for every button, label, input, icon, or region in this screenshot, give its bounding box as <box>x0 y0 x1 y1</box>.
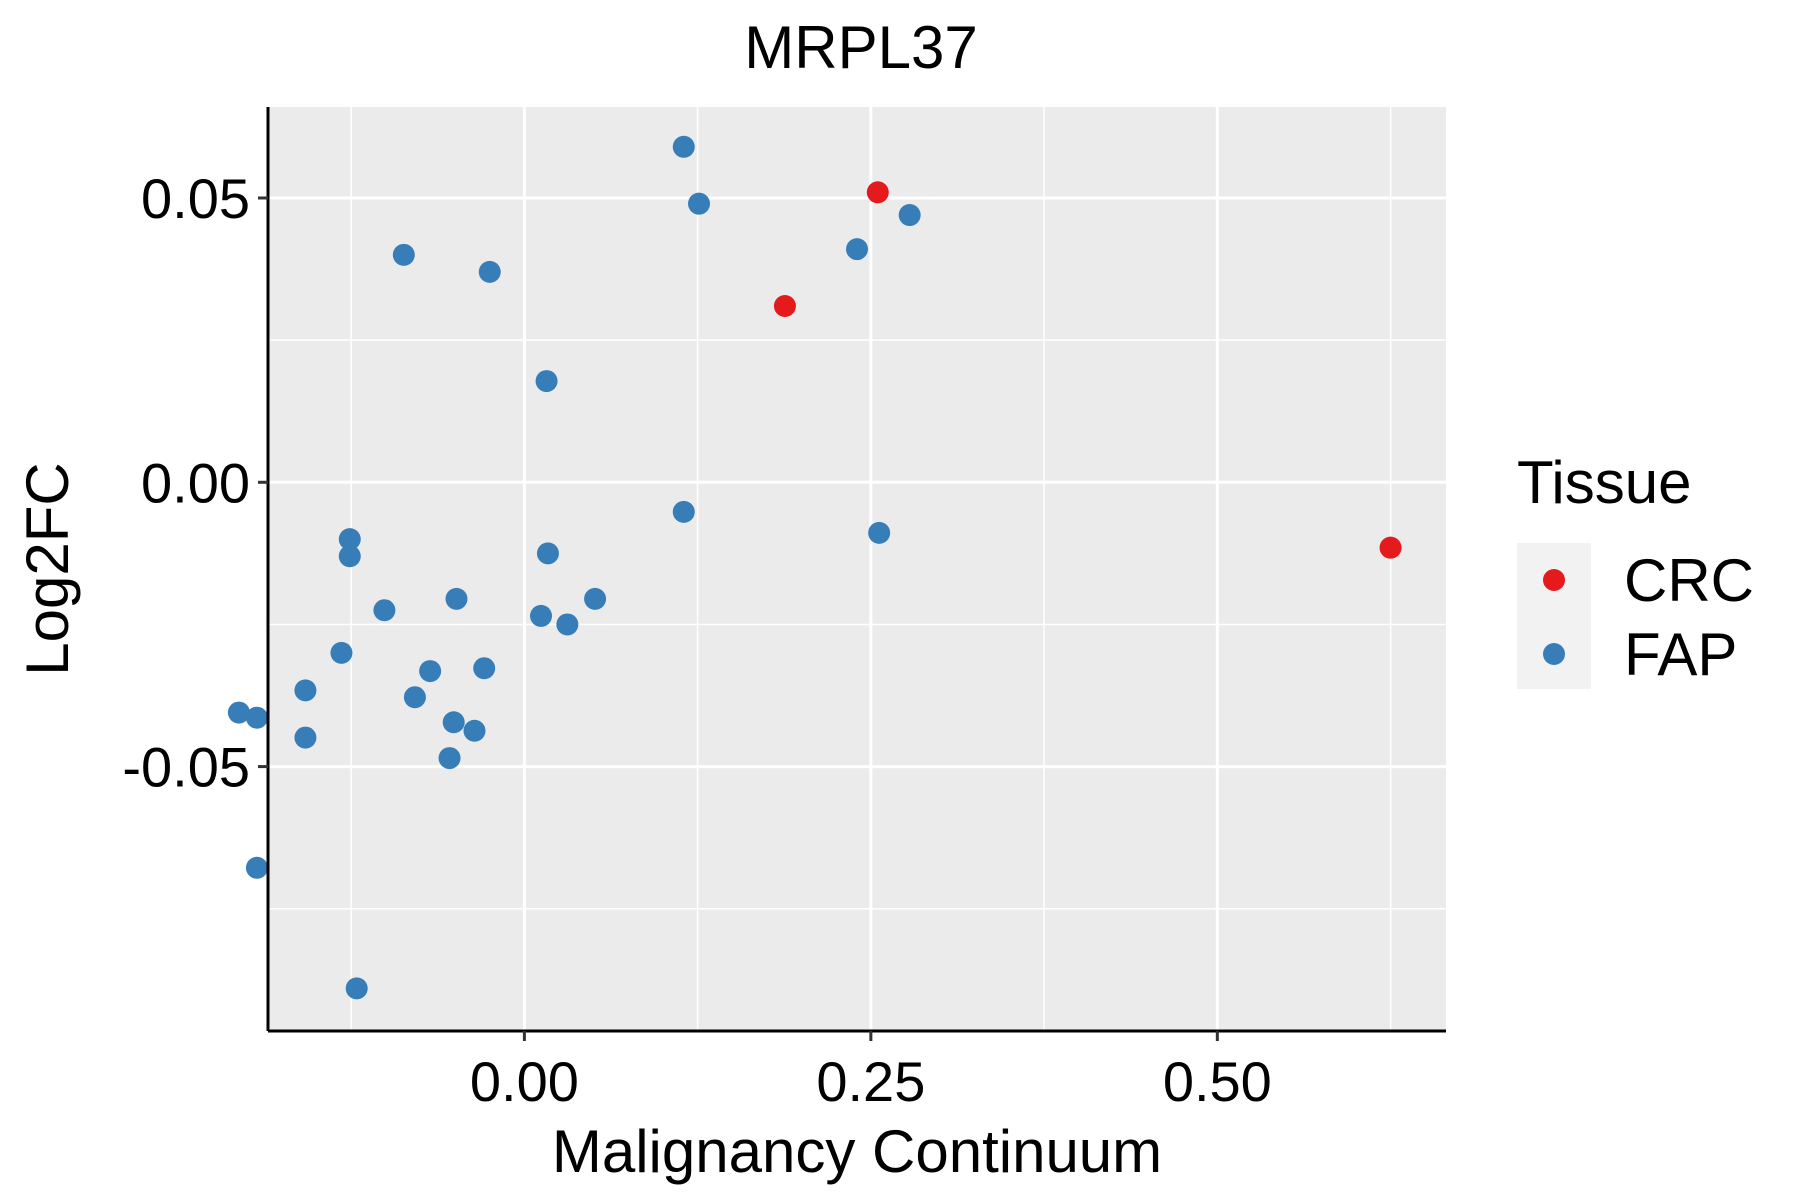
data-point-fap <box>463 719 486 742</box>
data-point-fap <box>530 604 553 627</box>
plot-panel <box>268 107 1446 1031</box>
data-point-fap <box>345 977 368 1000</box>
data-point-fap <box>442 711 465 734</box>
data-point-fap <box>688 192 711 215</box>
data-point-fap <box>556 613 579 636</box>
chart-title: MRPL37 <box>744 14 977 81</box>
minor-gridlines <box>268 107 1446 1031</box>
data-point-fap <box>445 587 468 610</box>
data-point-fap <box>392 243 415 266</box>
data-point-crc <box>773 295 796 318</box>
y-tick-label: 0.00 <box>141 451 250 514</box>
y-axis-title: Log2FC <box>14 462 81 675</box>
data-point-fap <box>536 542 559 565</box>
legend-key-background <box>1517 543 1591 689</box>
data-point-fap <box>438 747 461 770</box>
data-point-fap <box>245 706 268 729</box>
data-point-fap <box>473 657 496 680</box>
legend-entries: CRC FAP <box>1543 547 1754 688</box>
legend-label-crc: CRC <box>1624 547 1754 614</box>
data-point-fap <box>330 641 353 664</box>
data-point-fap <box>419 660 442 683</box>
data-points <box>227 135 1402 1000</box>
data-point-fap <box>227 701 250 724</box>
y-tick-label: 0.05 <box>141 167 250 230</box>
y-tick-label: -0.05 <box>122 736 250 799</box>
x-axis-ticks: 0.00 0.25 0.50 <box>470 1031 1272 1113</box>
data-point-fap <box>478 260 501 283</box>
legend-key-fap <box>1543 643 1565 665</box>
x-axis-title: Malignancy Continuum <box>552 1118 1162 1185</box>
series-crc <box>773 181 1402 559</box>
data-point-fap <box>672 500 695 523</box>
data-point-crc <box>1379 536 1402 559</box>
x-tick-label: 0.50 <box>1163 1050 1272 1113</box>
data-point-fap <box>868 521 891 544</box>
legend-key-crc <box>1543 569 1565 591</box>
data-point-fap <box>294 679 317 702</box>
data-point-fap <box>338 545 361 568</box>
data-point-fap <box>294 726 317 749</box>
data-point-fap <box>898 204 921 227</box>
major-gridlines <box>268 107 1446 1031</box>
data-point-crc <box>866 181 889 204</box>
data-point-fap <box>245 856 268 879</box>
data-point-fap <box>373 599 396 622</box>
legend-title: Tissue <box>1517 449 1692 516</box>
series-fap <box>227 135 921 1000</box>
data-point-fap <box>403 686 426 709</box>
data-point-fap <box>846 238 868 261</box>
data-point-fap <box>584 587 607 610</box>
legend-label-fap: FAP <box>1624 621 1737 688</box>
legend: Tissue CRC FAP <box>1517 449 1754 689</box>
x-tick-label: 0.25 <box>816 1050 925 1113</box>
data-point-fap <box>338 528 361 551</box>
data-point-fap <box>672 135 695 158</box>
data-point-fap <box>535 370 558 393</box>
y-axis-ticks: -0.05 0.00 0.05 <box>122 167 268 799</box>
x-tick-label: 0.00 <box>470 1050 579 1113</box>
